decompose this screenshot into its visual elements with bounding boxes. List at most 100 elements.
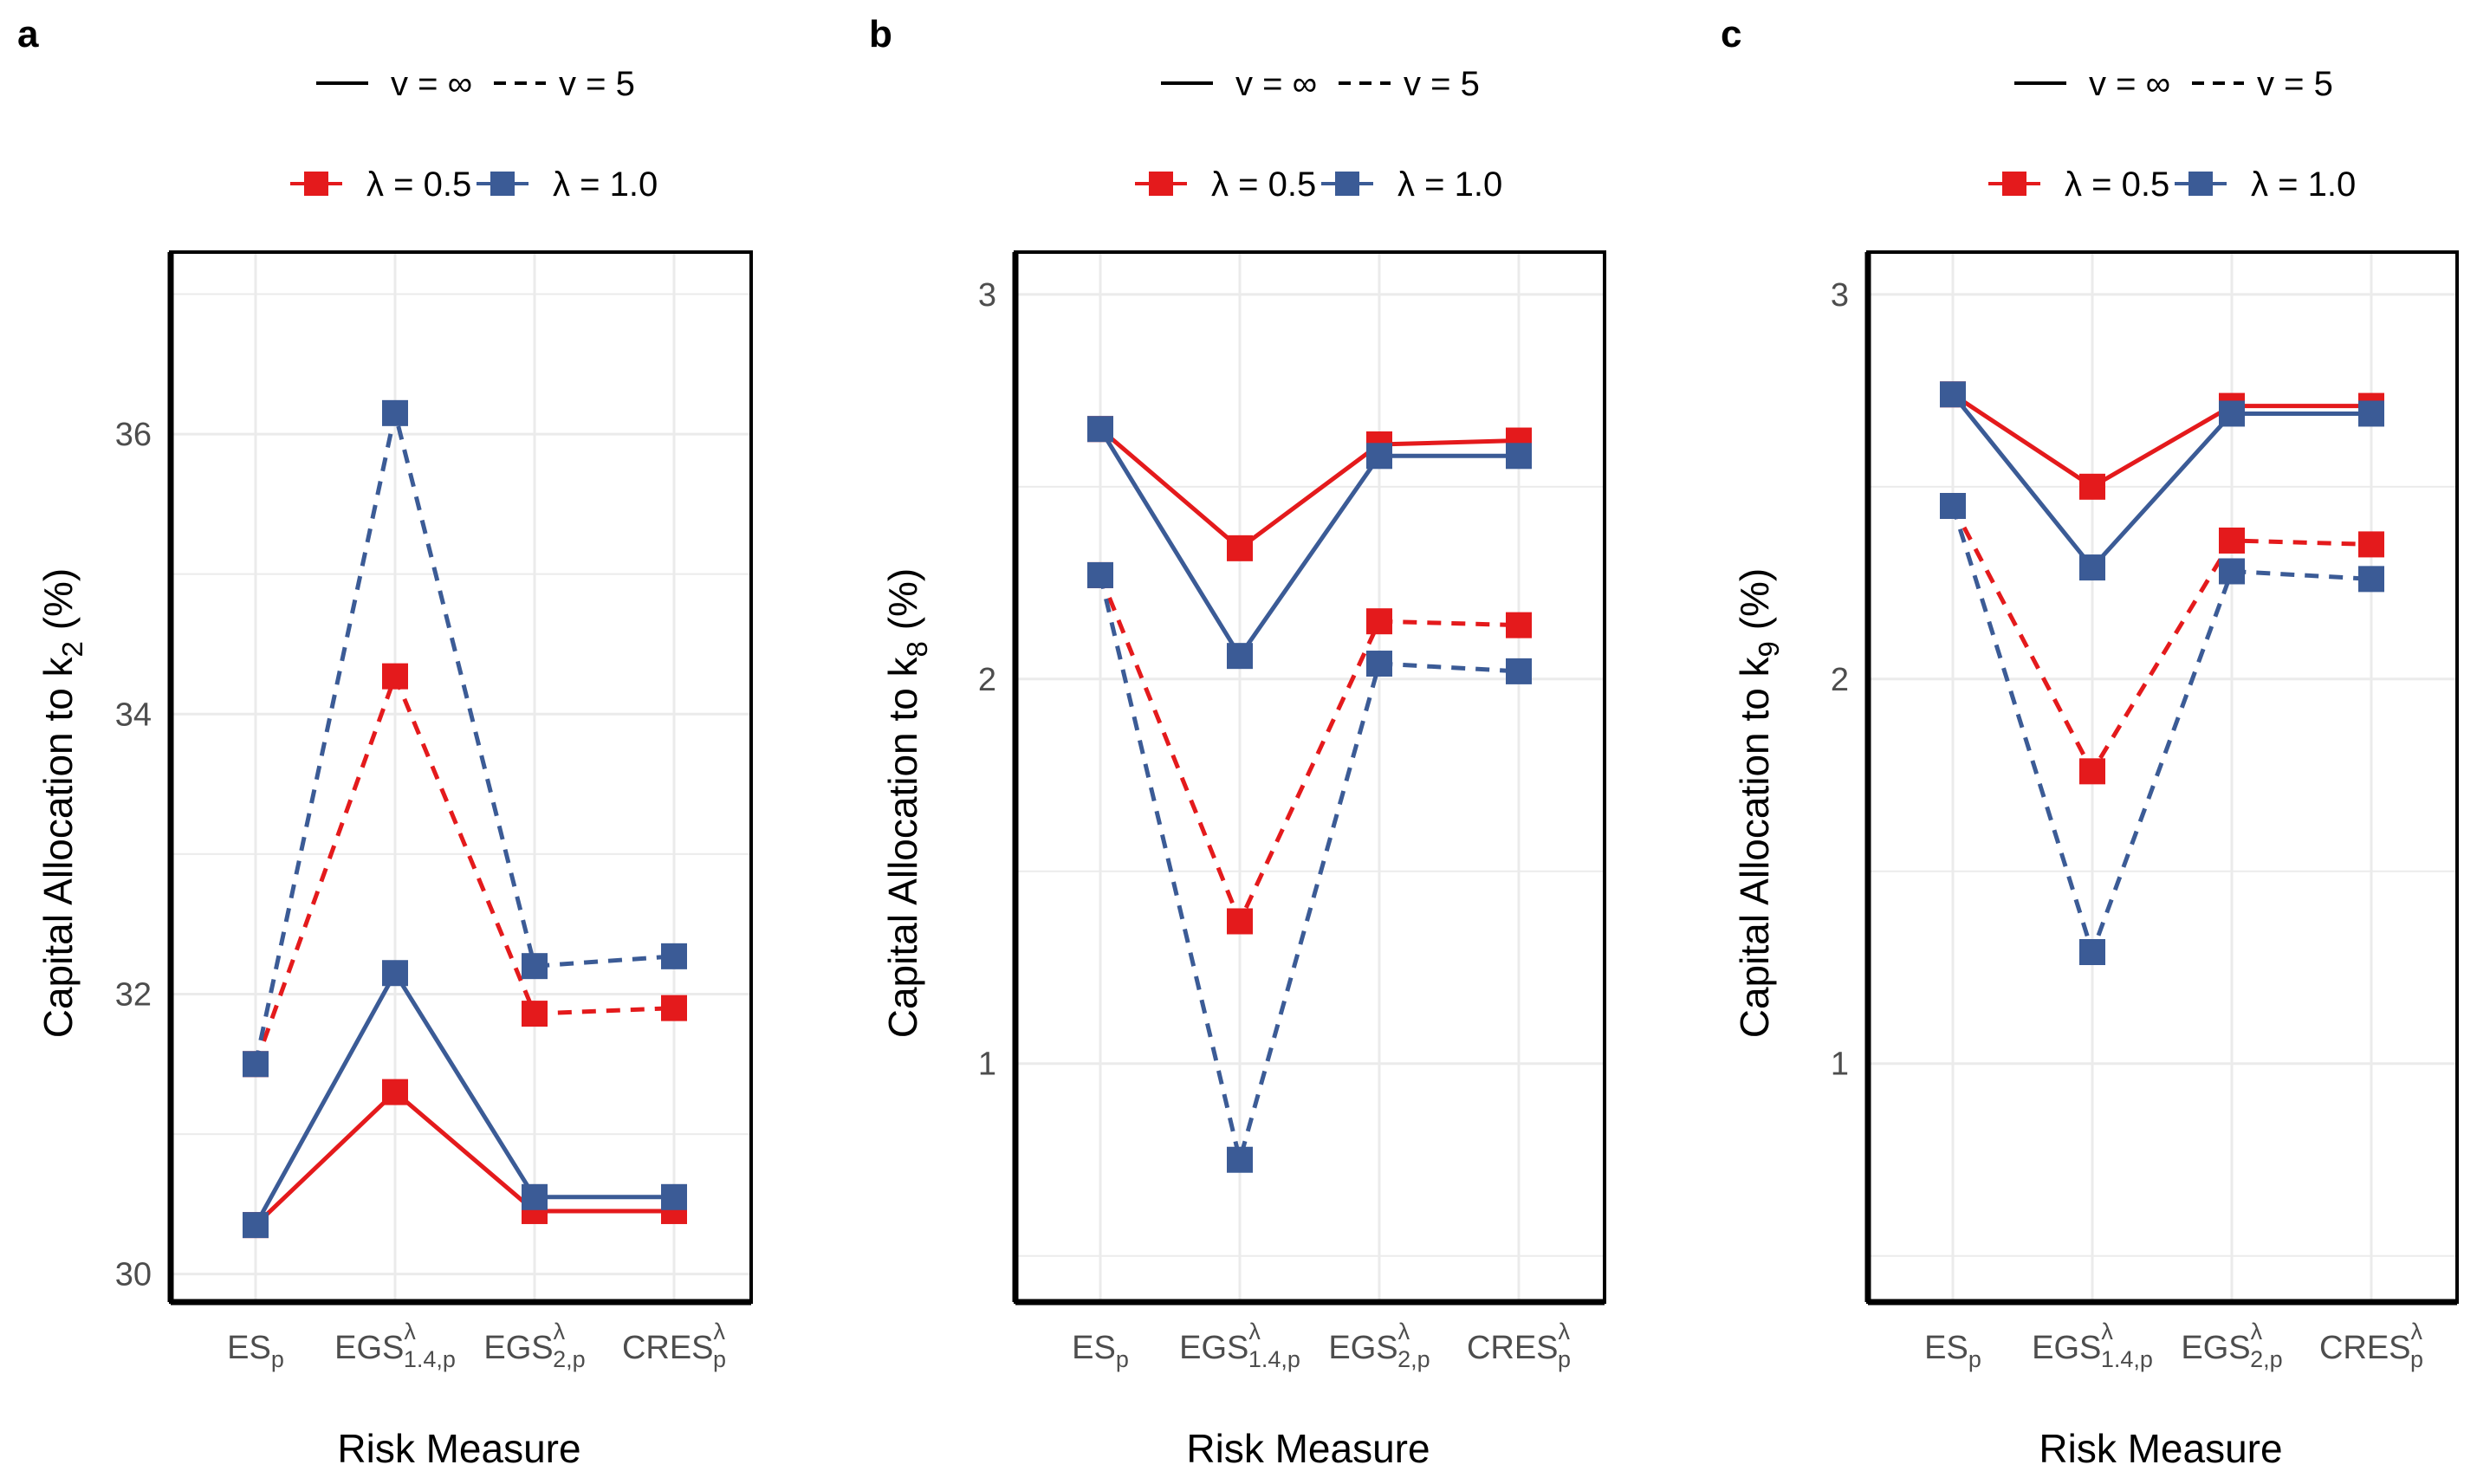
legend-label-v-inf: v = ∞	[391, 65, 472, 103]
legend-key-square-0	[1149, 172, 1173, 196]
data-point	[1940, 381, 1966, 408]
series-line	[253, 412, 675, 1065]
data-point	[1366, 443, 1392, 470]
series-line	[1950, 504, 2372, 776]
data-point	[2219, 527, 2245, 554]
series-3	[243, 399, 687, 1078]
y-tick-label: 1	[1831, 1047, 1849, 1083]
x-tick-label: ESp	[1072, 1330, 1129, 1372]
legend-key-square-1	[490, 172, 515, 196]
data-point	[1087, 416, 1113, 443]
legend-label-lambda-0: λ = 0.5	[2065, 165, 2169, 204]
data-point	[1506, 658, 1532, 684]
y-axis-title: Capital Allocation to k9 (%)	[1732, 568, 1785, 1039]
series-0	[1087, 416, 1532, 561]
legend-key-square-0	[2002, 172, 2026, 196]
data-point	[661, 995, 687, 1021]
legend-key-square-0	[304, 172, 328, 196]
y-tick-label: 2	[1831, 662, 1849, 698]
series-0	[1940, 381, 2384, 500]
data-point	[661, 943, 687, 969]
data-point	[382, 1079, 408, 1105]
legend-label-v-inf: v = ∞	[2089, 65, 2170, 103]
series-line	[1098, 574, 1520, 927]
series-line	[253, 670, 675, 1066]
legend-label-lambda-1: λ = 1.0	[553, 165, 658, 204]
x-axis-title: Risk Measure	[2039, 1426, 2282, 1471]
series-1	[1087, 416, 1532, 670]
x-axis-title: Risk Measure	[1186, 1426, 1430, 1471]
legend-key-square-1	[2188, 172, 2213, 196]
series-2	[243, 663, 687, 1078]
data-point	[1506, 612, 1532, 638]
legend: v = ∞ v = 5 λ = 0.5 λ = 1.0	[1988, 65, 2356, 204]
panel-letter: c	[1721, 13, 1741, 55]
panel-b: b v = ∞ v = 5 λ = 0.5 λ = 1.0 1 2 3 ESp EGSλ 1.4,p…	[869, 13, 1606, 1471]
data-point	[661, 1183, 687, 1210]
series-1	[243, 960, 687, 1239]
data-point	[382, 960, 408, 987]
y-tick-label: 34	[115, 697, 152, 733]
series-3	[1940, 493, 2384, 965]
legend-label-v-5: v = 5	[2257, 65, 2333, 103]
x-tick-label: EGSλ 1.4,p	[334, 1319, 456, 1372]
series-2	[1940, 493, 2384, 785]
data-point	[1940, 493, 1966, 520]
legend-label-lambda-0: λ = 0.5	[1211, 165, 1316, 204]
data-point	[1227, 643, 1253, 670]
series-3	[1087, 561, 1532, 1173]
series-line	[1098, 574, 1520, 1169]
data-point	[243, 1051, 269, 1078]
data-point	[2219, 400, 2245, 427]
panel-border	[169, 250, 753, 1304]
legend: v = ∞ v = 5 λ = 0.5 λ = 1.0	[290, 65, 658, 204]
data-point	[2079, 554, 2105, 581]
series-line	[1951, 392, 2371, 489]
data-point	[382, 663, 408, 690]
series-1	[1940, 381, 2384, 581]
panel-border	[1014, 250, 1606, 1304]
data-point	[1366, 651, 1392, 677]
y-tick-label: 3	[978, 277, 996, 314]
legend-label-lambda-0: λ = 0.5	[366, 165, 471, 204]
series-line	[1950, 505, 2372, 959]
x-tick-label: ESp	[1924, 1330, 1981, 1372]
x-tick-label: EGSλ 2,p	[483, 1319, 585, 1372]
data-point	[2358, 531, 2384, 558]
series-line	[254, 1089, 674, 1227]
data-point	[2219, 558, 2245, 585]
series-line	[1098, 427, 1519, 660]
series-2	[1087, 561, 1532, 935]
data-point	[1227, 908, 1253, 935]
panel-letter: a	[17, 13, 39, 55]
data-point	[522, 1001, 548, 1027]
x-tick-label: ESp	[227, 1330, 284, 1372]
data-point	[1087, 561, 1113, 588]
legend-label-lambda-1: λ = 1.0	[2251, 165, 2356, 204]
gridlines	[171, 252, 751, 1302]
x-tick-label: EGSλ 2,p	[1328, 1319, 1430, 1372]
legend: v = ∞ v = 5 λ = 0.5 λ = 1.0	[1135, 65, 1502, 204]
legend-label-v-5: v = 5	[559, 65, 635, 103]
data-point	[2079, 473, 2105, 500]
x-tick-label: CRESλ p	[622, 1319, 726, 1372]
data-point	[1227, 535, 1253, 561]
y-tick-label: 1	[978, 1047, 996, 1083]
data-point	[243, 1212, 269, 1239]
series-line	[253, 969, 674, 1227]
data-point	[522, 953, 548, 980]
series-line	[1099, 427, 1520, 552]
x-tick-label: EGSλ 1.4,p	[1179, 1319, 1300, 1372]
legend-key-square-1	[1335, 172, 1359, 196]
data-point	[1227, 1146, 1253, 1173]
y-tick-label: 32	[115, 976, 152, 1013]
y-axis-title: Capital Allocation to k8 (%)	[880, 568, 933, 1039]
x-tick-label: EGSλ 2,p	[2181, 1319, 2282, 1372]
legend-label-v-inf: v = ∞	[1235, 65, 1317, 103]
gridlines	[1015, 252, 1605, 1302]
data-point	[2079, 758, 2105, 785]
x-axis-title: Risk Measure	[337, 1426, 580, 1471]
data-point	[2079, 939, 2105, 965]
y-tick-label: 3	[1831, 277, 1849, 314]
